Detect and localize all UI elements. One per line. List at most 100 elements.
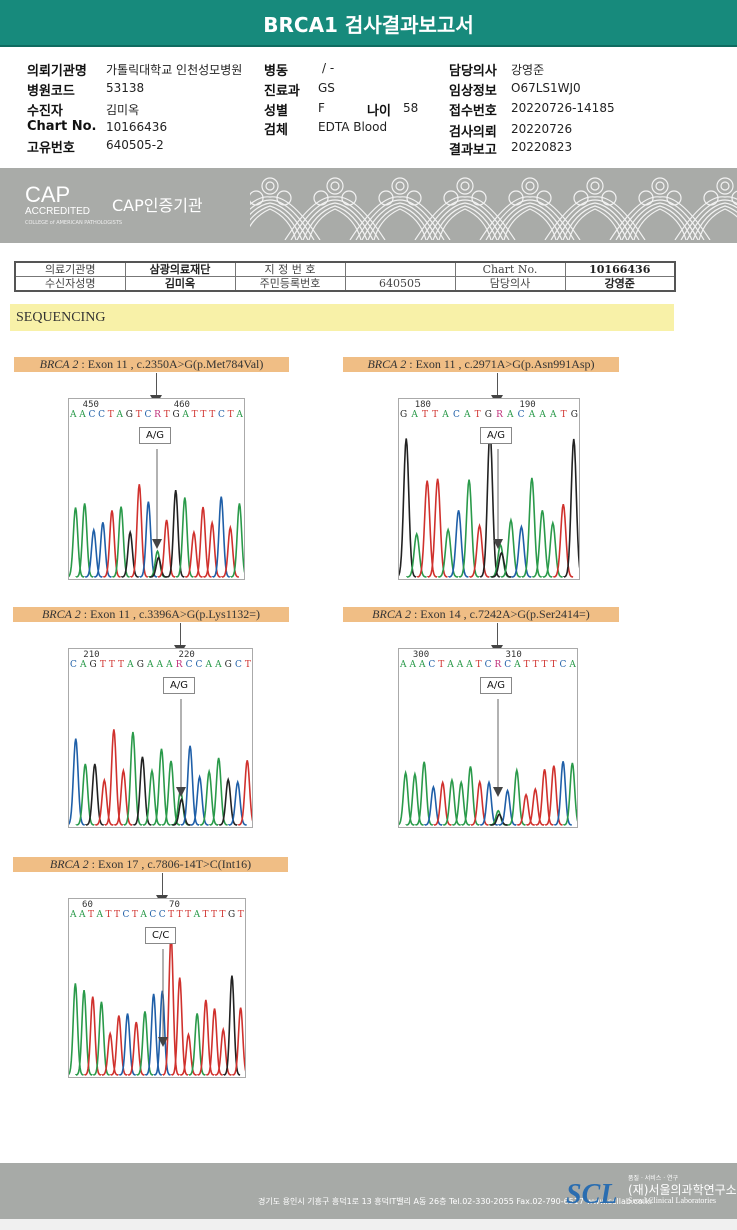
- trace-peak: [230, 503, 244, 578]
- trace-plot: [69, 699, 252, 826]
- position-number: 190: [519, 400, 536, 410]
- trace-peak: [171, 797, 191, 826]
- trace-peak: [406, 531, 427, 578]
- base-call: C: [98, 410, 106, 420]
- genotype-call: A/G: [480, 677, 512, 694]
- cap-accredited: ACCREDITED: [25, 206, 91, 217]
- base-call: A: [146, 660, 154, 670]
- base-call: C: [88, 410, 96, 420]
- base-call: T: [211, 910, 218, 920]
- base-call: A: [78, 910, 86, 920]
- report-title: BRCA1 검사결과보고서: [0, 0, 737, 47]
- field-label: 수진자: [27, 104, 63, 119]
- trace-plot: [69, 449, 244, 578]
- trace-peak: [111, 506, 130, 578]
- field-label: 임상정보: [449, 84, 497, 99]
- base-call: C: [504, 660, 512, 670]
- trace-peak: [123, 731, 142, 826]
- base-call: T: [107, 410, 114, 420]
- trace-peak: [553, 761, 572, 826]
- trace-peak: [75, 763, 95, 826]
- trace-peak: [142, 767, 161, 826]
- trace-peak: [75, 990, 93, 1076]
- base-call: T: [532, 660, 539, 670]
- base-call: C: [122, 910, 130, 920]
- base-call: T: [541, 660, 548, 670]
- base-call: C: [158, 910, 166, 920]
- genotype-call: C/C: [145, 927, 177, 944]
- base-call: A: [409, 660, 416, 670]
- variant-label: BRCA 2 : Exon 17 , c.7806-14T>C(Int16): [13, 857, 288, 872]
- trace-peak: [563, 438, 579, 578]
- field-value: / -: [322, 61, 335, 75]
- cell: 수신자성명: [14, 276, 126, 292]
- cell: [344, 261, 456, 277]
- cell: 주민등록번호: [234, 276, 346, 292]
- trace-peak: [205, 1008, 223, 1076]
- base-call: A: [447, 660, 454, 670]
- trace-peak: [102, 510, 121, 578]
- trace-peak: [170, 977, 189, 1076]
- trace-peak: [542, 520, 563, 578]
- marker-arrow-icon: [493, 539, 503, 549]
- variant-description: : Exon 17 , c.7806-14T>C(Int16): [88, 857, 252, 871]
- trace-peak: [414, 761, 433, 826]
- trace-peak: [104, 729, 123, 826]
- field-label: 담당의사: [449, 64, 497, 79]
- trace-peak: [423, 784, 443, 826]
- trace-peak: [489, 813, 508, 826]
- trace-peak: [531, 510, 553, 578]
- footer-tagline: 품질 · 서비스 · 연구: [628, 1175, 679, 1182]
- base-call: C: [234, 660, 242, 670]
- base-call: A: [549, 410, 557, 420]
- field-value: 가톨릭대학교 인천성모병원: [106, 63, 243, 77]
- cap-banner: CAP ACCREDITED COLLEGE of AMERICAN PATHO…: [0, 168, 737, 243]
- variant-label: BRCA 2 : Exon 11 , c.3396A>G(p.Lys1132=): [13, 607, 289, 622]
- position-number: 210: [83, 650, 100, 660]
- trace-peak: [144, 993, 162, 1076]
- trace-peak: [184, 529, 203, 578]
- marker-arrow-icon: [493, 787, 503, 797]
- base-call: C: [70, 660, 77, 670]
- base-call: A: [79, 410, 86, 420]
- base-call: A: [456, 660, 464, 670]
- trace-peak: [151, 748, 171, 826]
- field-label: 검체: [264, 123, 288, 138]
- trace-plot: [69, 934, 245, 1076]
- gene-name: BRCA 2: [372, 607, 411, 621]
- trace-peak: [458, 479, 479, 578]
- trace-peak: [535, 769, 554, 826]
- trace-peak: [433, 779, 452, 826]
- chromatogram: 60 70 A A T A T T C T A C C T T T A T T T G T C/C: [68, 898, 246, 1078]
- cloud-pattern-decoration: [250, 177, 737, 240]
- base-call: C: [217, 410, 225, 420]
- variant-description: : Exon 14 , c.7242A>G(p.Ser2414=): [410, 607, 590, 621]
- trace-peak: [562, 762, 577, 826]
- base-call: G: [484, 410, 492, 420]
- gene-name: BRCA 2: [41, 607, 81, 621]
- trace-peak: [69, 983, 84, 1076]
- trace-peak: [399, 769, 415, 826]
- trace-peak: [84, 527, 103, 578]
- genotype-call: A/G: [480, 427, 512, 444]
- cell: 강영준: [564, 276, 676, 292]
- field-value: 강영준: [511, 63, 545, 77]
- footer-org-english: Seoul Clinical Laboratories: [628, 1196, 716, 1205]
- trace-peak: [399, 438, 417, 578]
- trace-peak: [490, 551, 512, 578]
- trace-peak: [516, 792, 535, 826]
- trace-peak: [85, 763, 104, 826]
- position-number: 70: [169, 900, 180, 910]
- base-call: T: [176, 910, 183, 920]
- trace-peak: [157, 519, 176, 578]
- trace-peak: [92, 1001, 110, 1076]
- base-call: T: [474, 410, 481, 420]
- base-call: G: [224, 660, 232, 670]
- base-call: T: [200, 410, 207, 420]
- field-label: 고유번호: [27, 141, 75, 156]
- base-call: T: [523, 660, 530, 670]
- base-call: C: [517, 410, 525, 420]
- base-call: A: [79, 660, 87, 670]
